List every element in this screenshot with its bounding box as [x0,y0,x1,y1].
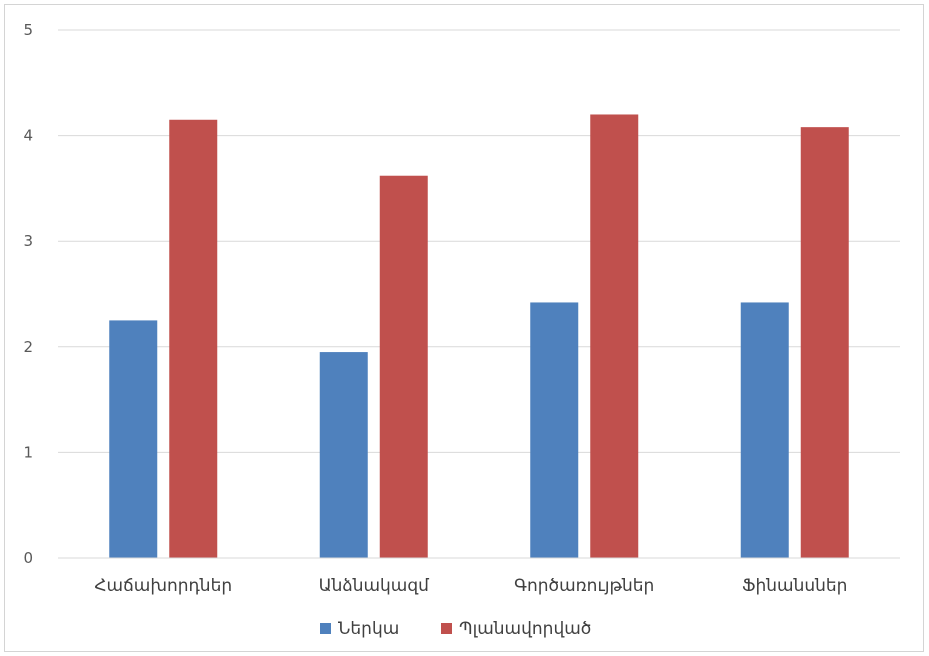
legend-label: Պլանավորված [459,619,591,639]
bar-planned [590,114,639,558]
y-tick-label: 4 [23,127,33,145]
legend: Ներկա Պլանավորված [320,619,591,639]
bar-planned [800,127,849,558]
bar-current [319,352,368,558]
x-category-label: Անձնակազմ [319,576,430,596]
y-tick-label: 2 [23,338,33,356]
legend-swatch [320,623,331,634]
y-tick-label: 3 [23,232,33,250]
x-category-label: Գործառույթներ [514,576,654,596]
bars [109,114,849,558]
bar-planned [169,119,218,558]
y-tick-label: 1 [23,443,33,461]
bar-planned [379,175,428,558]
x-category-label: Ֆինանսներ [742,576,847,596]
bar-current [109,320,158,558]
y-tick-label: 0 [23,549,33,567]
y-tick-label: 5 [23,21,33,39]
bar-current [740,302,789,558]
x-category-label: Հաճախորդներ [94,576,232,596]
legend-label: Ներկա [338,619,399,639]
bar-current [530,302,579,558]
y-axis-ticks: 0 1 2 3 4 5 [23,21,33,567]
x-axis-labels: Հաճախորդներ Անձնակազմ Գործառույթներ Ֆինանսն… [94,576,847,596]
legend-swatch [441,623,452,634]
